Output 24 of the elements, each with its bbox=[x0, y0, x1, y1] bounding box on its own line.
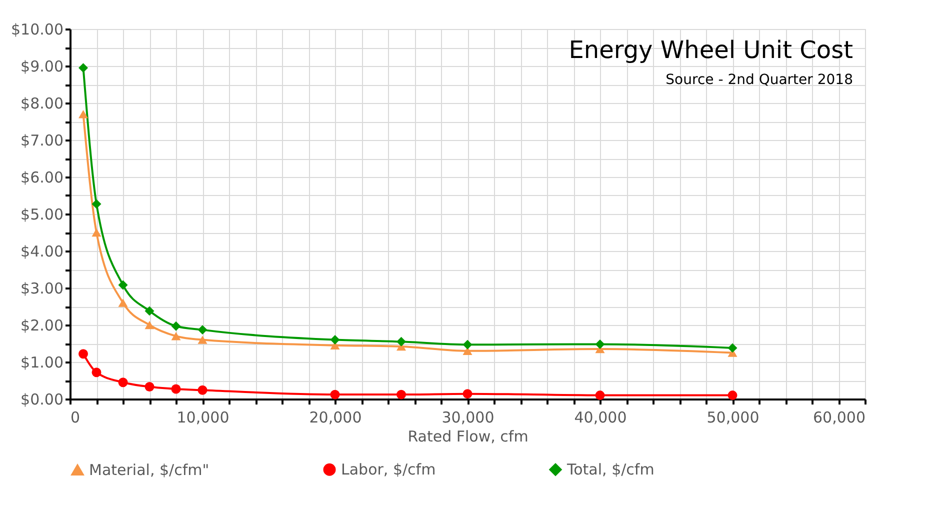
y-tick-label: $4.00 bbox=[20, 242, 64, 260]
x-axis-title: Rated Flow, cfm bbox=[408, 428, 528, 446]
y-tick-label: $10.00 bbox=[11, 20, 64, 38]
y-tick-label: $0.00 bbox=[20, 390, 64, 408]
x-tick-label: 20,000 bbox=[309, 408, 362, 426]
y-tick-label: $9.00 bbox=[20, 58, 64, 76]
y-tick-label: $7.00 bbox=[20, 132, 64, 150]
y-tick-label: $2.00 bbox=[20, 316, 64, 334]
y-tick-label: $1.00 bbox=[20, 354, 64, 372]
y-tick-label: $8.00 bbox=[20, 94, 64, 112]
x-tick-label: 10,000 bbox=[176, 408, 230, 426]
x-tick-label: 0 bbox=[70, 408, 80, 426]
annotation: Source - 2nd Quarter 2018 bbox=[666, 72, 853, 88]
x-tick-label: 60,000 bbox=[813, 408, 866, 426]
x-tick-label: 40,000 bbox=[574, 408, 627, 426]
legend-label: Total, $/cfm bbox=[566, 460, 654, 479]
x-tick-label: 50,000 bbox=[706, 408, 760, 426]
y-tick-label: $6.00 bbox=[20, 168, 64, 186]
y-tick-label: $5.00 bbox=[20, 206, 64, 224]
y-tick-label: $3.00 bbox=[20, 280, 64, 298]
chart-title: Energy Wheel Unit Cost bbox=[568, 36, 853, 64]
legend-label: Labor, $/cfm bbox=[341, 460, 436, 479]
x-tick-label: 30,000 bbox=[442, 408, 494, 426]
legend-label: Material, $/cfm" bbox=[89, 460, 210, 479]
